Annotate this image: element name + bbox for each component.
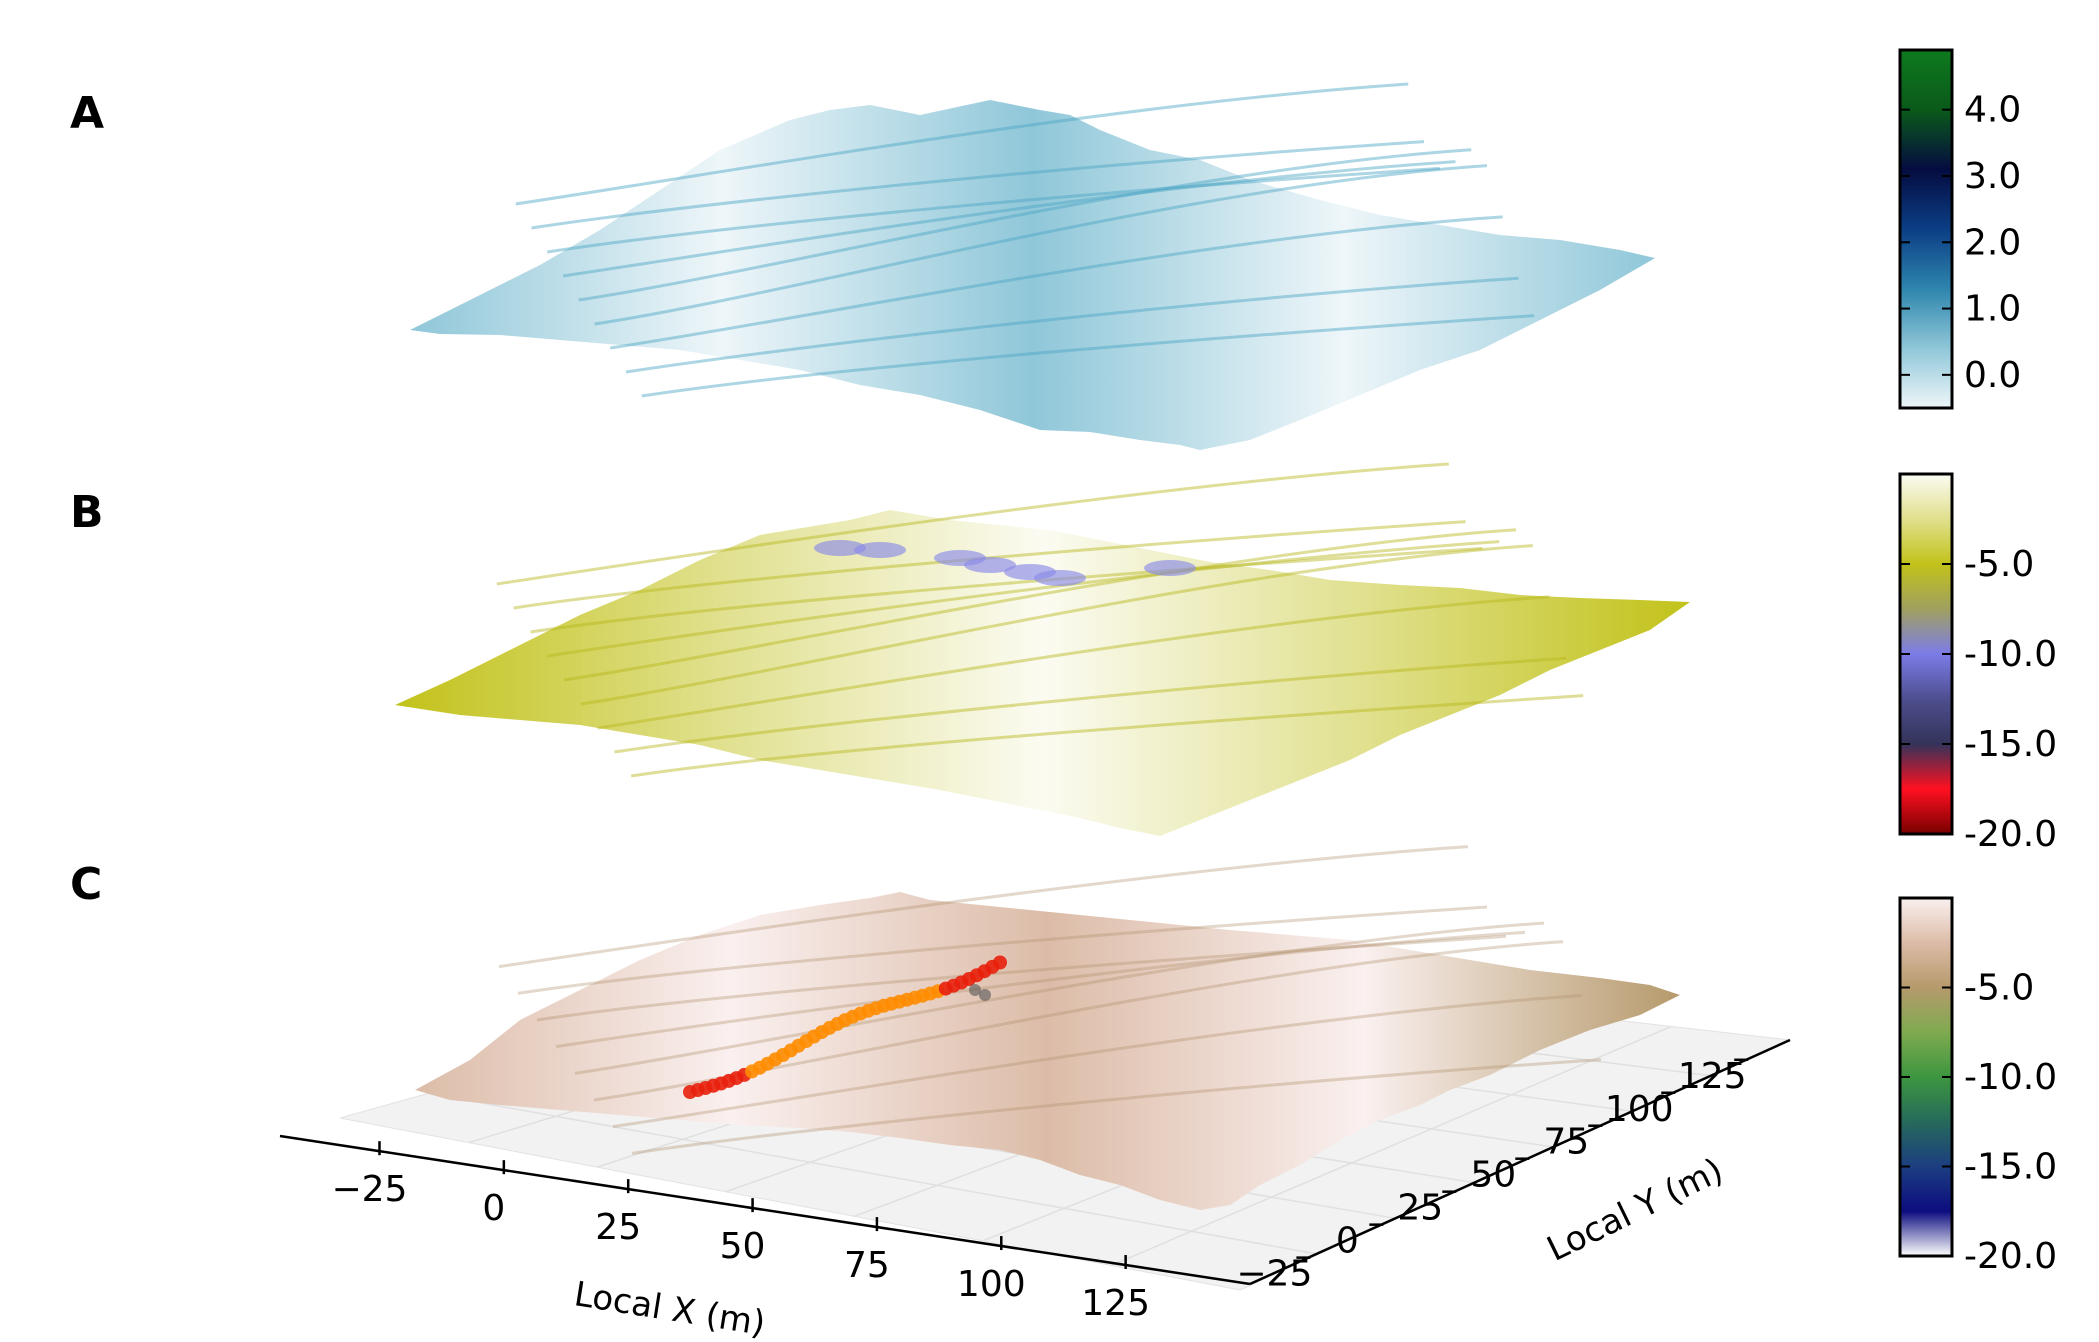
y-axis-label: Local Y (m) — [1541, 1150, 1729, 1269]
x-tick-label: 75 — [844, 1245, 890, 1286]
colorbar-b: -5.0 -10.0 -15.0 -20.0 — [1898, 472, 2057, 855]
floor-grid-line — [428, 1092, 1319, 1256]
surface-ridge — [578, 148, 1472, 302]
surface-ridge — [630, 694, 1584, 778]
surface-b-low-patch — [814, 540, 866, 556]
surface-b-low-patch — [1034, 570, 1086, 586]
y-tick-label: 50 — [1470, 1155, 1516, 1196]
colorbar-tick-label: -10.0 — [1964, 634, 2057, 675]
track-point-grey — [969, 984, 981, 996]
surface-ridge — [625, 276, 1519, 374]
colorbar-tick-label: -5.0 — [1964, 544, 2034, 585]
panel-c: −25 0 25 50 75 100 125 Local X (m) −2502550751… — [279, 845, 1792, 1342]
surface-ridge — [641, 314, 1535, 398]
surface-ridge — [612, 993, 1583, 1129]
surface-ridge — [593, 940, 1564, 1102]
colorbar-tick-label: -20.0 — [1964, 1236, 2057, 1277]
x-tick-label: 125 — [1081, 1283, 1150, 1324]
surface-ridge — [555, 930, 1526, 1049]
x-tick-label: 100 — [957, 1264, 1026, 1305]
surface-ridge — [496, 462, 1449, 586]
track-c — [683, 955, 1007, 1099]
colorbar-tick-label: 0.0 — [1964, 355, 2021, 396]
surface-b-ridges — [496, 462, 1584, 778]
y-tick-label: 100 — [1605, 1089, 1674, 1130]
x-tick-label: 50 — [720, 1226, 766, 1267]
colorbar-a-ticks: 0.0 1.0 2.0 3.0 4.0 — [1900, 90, 2021, 396]
surface-b-low-patch — [964, 557, 1016, 573]
y-tick-label: 75 — [1543, 1122, 1589, 1163]
panel-a — [410, 82, 1655, 450]
y-tick-label: 25 — [1397, 1188, 1443, 1229]
colorbar-tick-label: -5.0 — [1964, 968, 2034, 1009]
surface-ridge — [498, 845, 1469, 969]
surface-ridge — [574, 921, 1545, 1075]
surface-ridge — [594, 164, 1488, 326]
y-tick-label: 0 — [1336, 1221, 1359, 1262]
surface-b-low-patch — [1144, 560, 1196, 576]
colorbar-tick-label: 4.0 — [1964, 90, 2021, 131]
panel-label-c: C — [70, 859, 102, 910]
x-tick-label: 25 — [595, 1207, 641, 1248]
surface-b-low-patch — [854, 542, 906, 558]
track-point — [993, 955, 1007, 970]
surface-ridge — [631, 1058, 1602, 1155]
surface-ridge — [562, 160, 1456, 278]
y-tick-label: −25 — [1236, 1254, 1312, 1295]
x-tick-label: 0 — [482, 1188, 505, 1229]
colorbar-tick-label: -15.0 — [1964, 1147, 2057, 1188]
colorbar-tick-label: 1.0 — [1964, 289, 2021, 330]
x-ticks: −25 0 25 50 75 100 125 — [331, 1141, 1150, 1324]
track-point-grey — [979, 989, 991, 1001]
blue-patches-b — [814, 540, 1196, 586]
surface-ridge — [517, 905, 1488, 995]
x-axis-label: Local X (m) — [571, 1274, 768, 1342]
y-axis-line — [1249, 1038, 1791, 1286]
surface-ridge — [515, 82, 1409, 206]
surface-ridge — [546, 540, 1500, 658]
colorbar-tick-label: 3.0 — [1964, 156, 2021, 197]
colorbar-tick-label: -20.0 — [1964, 814, 2057, 855]
surface-b — [395, 510, 1690, 836]
panel-b — [395, 462, 1690, 836]
surface-ridge — [597, 595, 1550, 730]
panel-label-b: B — [70, 487, 104, 538]
colorbar-c-ticks: -5.0 -10.0 -15.0 -20.0 — [1900, 968, 2057, 1277]
surface-a-ridges — [515, 82, 1535, 398]
surface-ridge — [580, 544, 1533, 706]
surface-ridge — [530, 546, 1483, 634]
surface-ridge — [547, 166, 1440, 254]
surface-ridge — [614, 656, 1567, 754]
colorbar-a-fill — [1898, 48, 1954, 410]
colorbar-c: -5.0 -10.0 -15.0 -20.0 — [1898, 896, 2057, 1277]
surface-ridge — [563, 528, 1517, 682]
y-tick-label: 125 — [1678, 1056, 1747, 1097]
x-tick-label: −25 — [331, 1169, 407, 1210]
colorbar-a: 0.0 1.0 2.0 3.0 4.0 — [1898, 48, 2021, 410]
colorbar-b-ticks: -5.0 -10.0 -15.0 -20.0 — [1900, 544, 2057, 855]
surface-ridge — [610, 215, 1503, 350]
colorbar-tick-label: -15.0 — [1964, 724, 2057, 765]
surface-c — [415, 892, 1680, 1210]
panel-label-a: A — [70, 88, 104, 139]
colorbar-tick-label: 2.0 — [1964, 222, 2021, 263]
x-axis-line — [279, 1134, 1251, 1286]
floor-grid-line — [1111, 1025, 1672, 1267]
surface-a — [410, 100, 1655, 450]
colorbar-tick-label: -10.0 — [1964, 1057, 2057, 1098]
surface-ridge — [531, 140, 1425, 230]
